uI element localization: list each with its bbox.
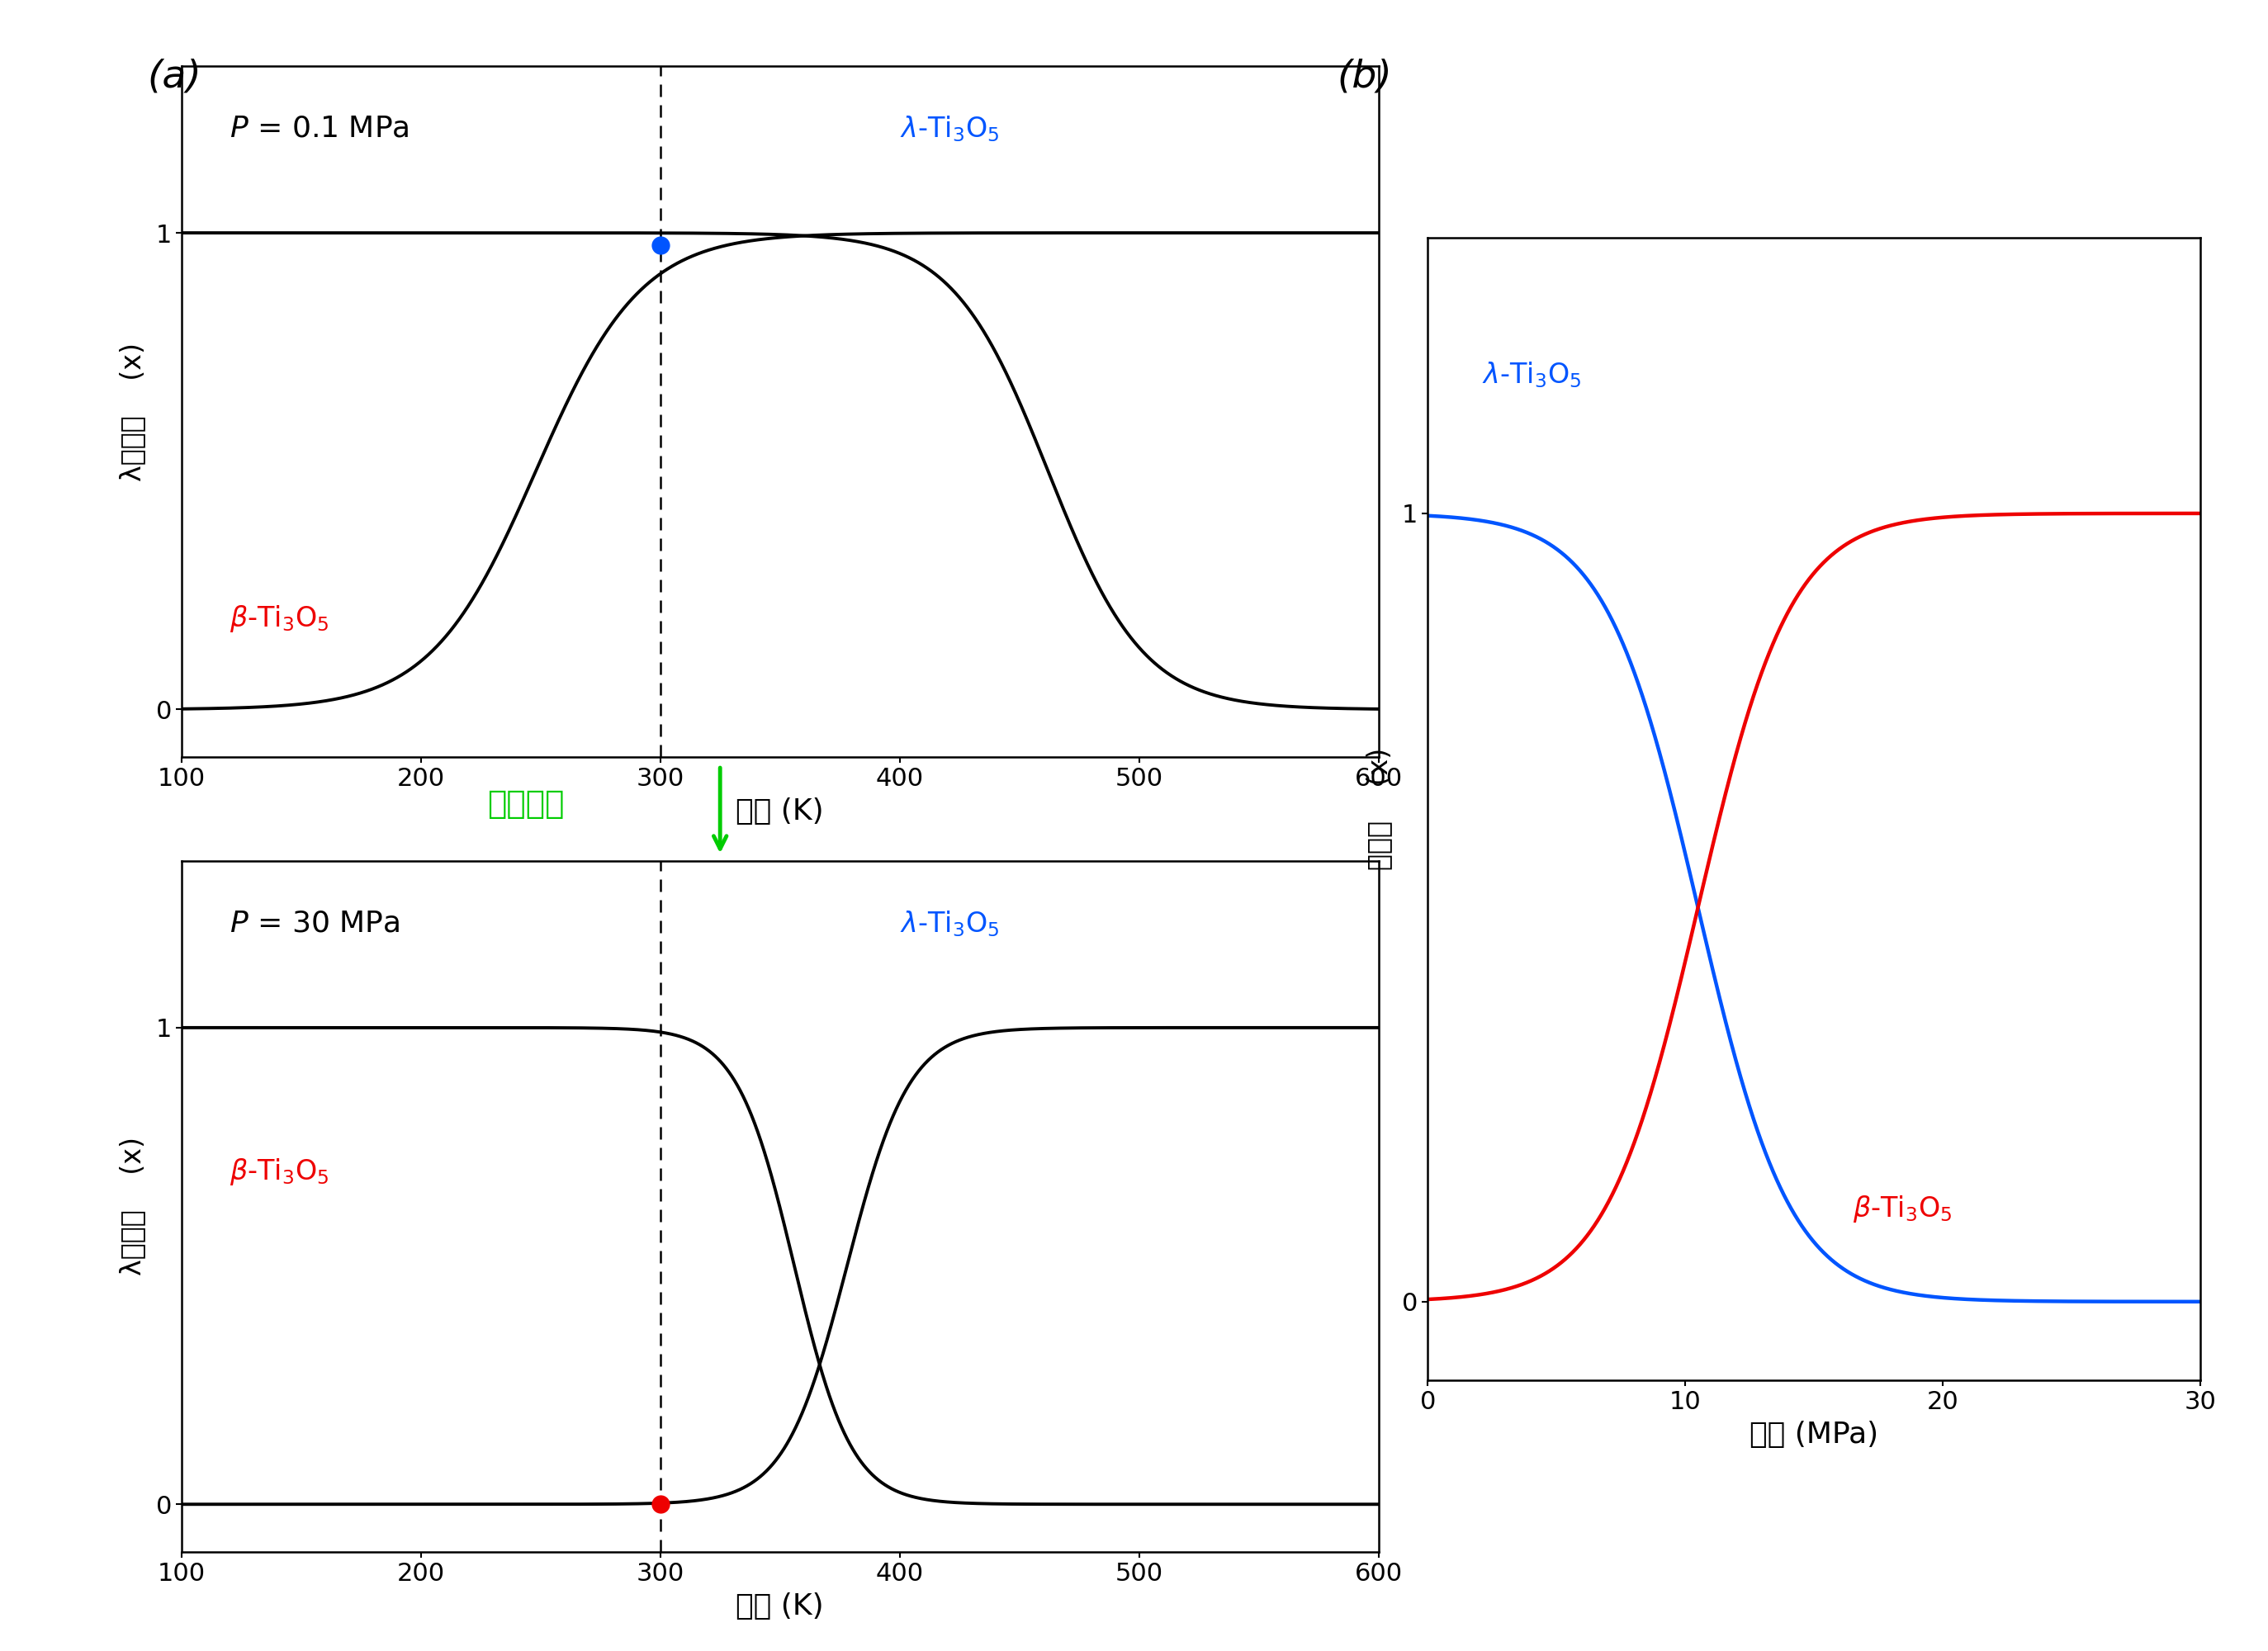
Text: $\beta$-Ti$_3$O$_5$: $\beta$-Ti$_3$O$_5$ — [229, 1157, 329, 1187]
Text: 施加压力: 施加压力 — [488, 788, 565, 819]
Y-axis label: 相分率    (x): 相分率 (x) — [1365, 748, 1393, 870]
X-axis label: 温度 (K): 温度 (K) — [735, 797, 823, 826]
Text: (b): (b) — [1336, 58, 1393, 94]
X-axis label: 温度 (K): 温度 (K) — [735, 1593, 823, 1621]
Text: $\it{P}$ = 0.1 MPa: $\it{P}$ = 0.1 MPa — [229, 114, 408, 142]
Text: $\lambda$-Ti$_3$O$_5$: $\lambda$-Ti$_3$O$_5$ — [900, 114, 1000, 144]
Y-axis label: λ相分率    (x): λ相分率 (x) — [120, 1138, 147, 1276]
Text: (a): (a) — [147, 58, 202, 94]
Text: $\lambda$-Ti$_3$O$_5$: $\lambda$-Ti$_3$O$_5$ — [900, 910, 1000, 939]
Text: $\beta$-Ti$_3$O$_5$: $\beta$-Ti$_3$O$_5$ — [1853, 1194, 1953, 1225]
Text: $\lambda$-Ti$_3$O$_5$: $\lambda$-Ti$_3$O$_5$ — [1481, 360, 1581, 390]
Text: $\it{P}$ = 30 MPa: $\it{P}$ = 30 MPa — [229, 910, 399, 938]
X-axis label: 压力 (MPa): 压力 (MPa) — [1749, 1422, 1878, 1450]
Y-axis label: λ相分率    (x): λ相分率 (x) — [120, 342, 147, 480]
Text: $\beta$-Ti$_3$O$_5$: $\beta$-Ti$_3$O$_5$ — [229, 604, 329, 634]
